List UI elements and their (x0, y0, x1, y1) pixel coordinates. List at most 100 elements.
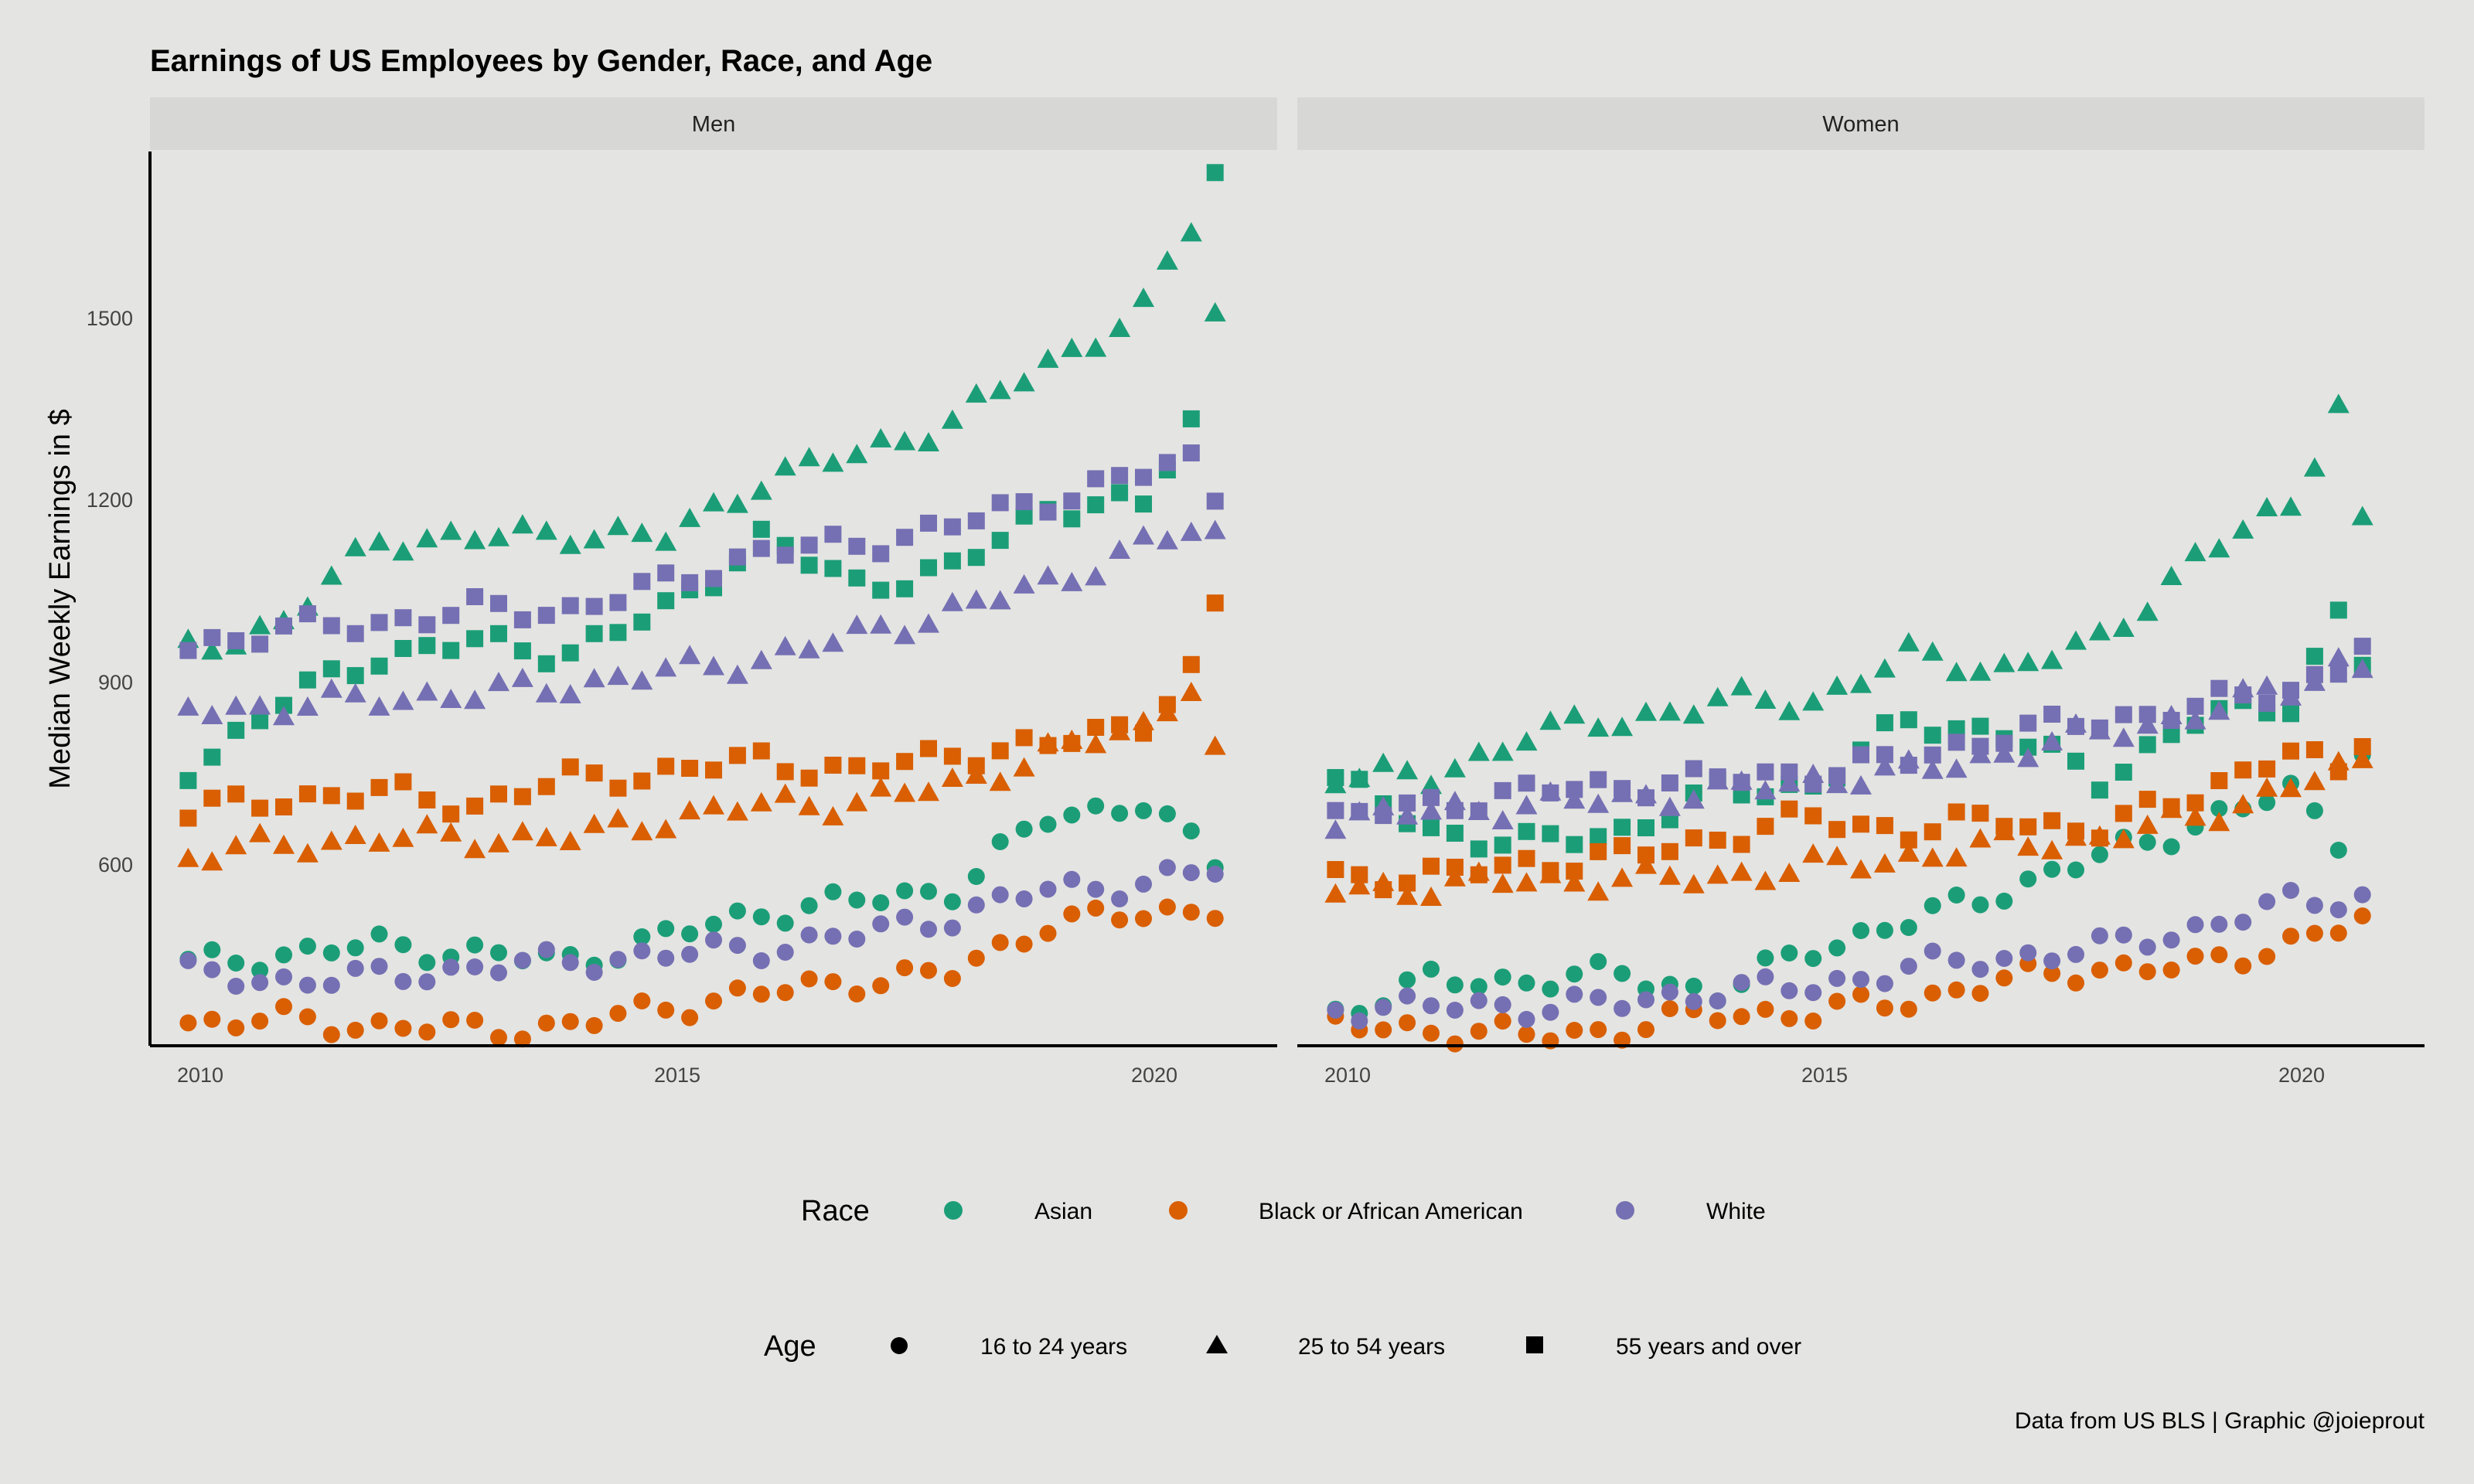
data-point-women-asian-16 (1423, 960, 1440, 978)
data-point-men-black-55 (227, 785, 245, 803)
data-point-men-black-16 (752, 985, 770, 1003)
data-point-men-asian-16 (1182, 822, 1200, 840)
data-point-women-asian-25 (1921, 641, 1944, 661)
data-point-women-black-16 (1590, 1021, 1607, 1039)
data-point-men-black-16 (705, 992, 722, 1010)
data-point-men-white-16 (1182, 864, 1200, 882)
data-point-men-black-55 (824, 757, 842, 774)
data-point-men-white-16 (920, 921, 937, 938)
data-point-women-black-55 (1375, 881, 1392, 899)
data-point-men-black-25 (273, 834, 295, 854)
data-point-women-asian-25 (2160, 566, 2183, 585)
data-point-men-black-25 (320, 830, 342, 850)
data-point-men-black-55 (728, 747, 746, 764)
data-point-women-asian-25 (1396, 760, 1419, 780)
data-point-women-white-16 (1542, 1003, 1559, 1021)
data-point-men-white-25 (631, 670, 653, 690)
data-point-women-asian-25 (1491, 741, 1514, 761)
data-point-women-black-16 (2114, 954, 2132, 972)
data-point-men-black-55 (776, 763, 794, 781)
data-point-men-white-25 (655, 657, 677, 677)
data-point-women-asian-25 (2065, 630, 2087, 650)
data-point-women-asian-16 (1446, 976, 1464, 994)
data-point-women-white-55 (2329, 665, 2347, 683)
data-point-men-white-55 (1182, 444, 1200, 461)
data-point-men-black-55 (752, 742, 770, 760)
data-point-men-asian-25 (607, 516, 629, 536)
data-point-women-asian-16 (1852, 922, 1869, 939)
data-point-men-black-55 (1039, 737, 1057, 754)
data-point-men-black-16 (1158, 898, 1176, 916)
data-point-women-asian-16 (2138, 833, 2156, 851)
data-point-men-asian-16 (681, 925, 699, 943)
data-point-men-black-55 (394, 773, 412, 791)
y-tick-label: 1200 (87, 488, 133, 512)
data-point-women-asian-16 (1590, 953, 1607, 971)
data-point-men-black-16 (585, 1016, 603, 1034)
data-point-men-asian-25 (655, 531, 677, 551)
data-point-men-asian-25 (1133, 288, 1154, 308)
data-point-men-asian-16 (1135, 802, 1152, 819)
data-point-women-white-55 (1733, 774, 1750, 791)
data-point-women-black-25 (1945, 847, 1968, 867)
data-point-women-black-55 (1948, 803, 1965, 821)
data-point-women-asian-25 (2256, 497, 2278, 516)
legend-label-black: Black or African American (1259, 1199, 1523, 1224)
data-point-women-white-16 (2019, 944, 2037, 962)
data-point-women-asian-16 (1566, 965, 1583, 983)
data-point-women-asian-25 (1539, 710, 1562, 730)
data-point-men-white-16 (585, 964, 603, 981)
data-point-men-black-55 (490, 785, 507, 803)
data-point-men-white-55 (227, 632, 245, 649)
data-point-women-white-16 (1948, 951, 1965, 969)
data-point-women-black-25 (1897, 842, 1920, 862)
data-point-women-white-55 (1351, 802, 1368, 820)
data-point-men-black-25 (249, 822, 271, 842)
data-point-men-black-25 (225, 835, 247, 855)
data-point-men-white-25 (798, 638, 820, 659)
data-point-women-white-16 (1327, 1001, 1344, 1019)
data-point-men-asian-16 (705, 915, 722, 933)
data-point-men-black-55 (1111, 716, 1129, 733)
data-point-women-black-55 (1876, 817, 1893, 835)
data-point-men-black-16 (322, 1026, 340, 1043)
data-point-men-asian-16 (1015, 820, 1033, 838)
data-point-men-white-16 (561, 954, 579, 972)
data-point-women-white-16 (1781, 982, 1798, 999)
data-point-men-white-55 (681, 574, 699, 591)
data-point-men-white-16 (752, 952, 770, 969)
data-point-women-white-25 (1563, 789, 1586, 809)
data-point-women-white-16 (2067, 945, 2084, 963)
x-tick-label: 2020 (2278, 1064, 2325, 1087)
data-point-men-asian-25 (870, 427, 892, 448)
data-point-men-white-55 (1015, 493, 1033, 511)
data-point-women-black-16 (1566, 1022, 1583, 1039)
data-point-men-white-25 (846, 614, 868, 635)
data-point-women-black-16 (2234, 957, 2252, 975)
data-point-men-black-55 (633, 772, 651, 790)
data-point-women-black-55 (2282, 742, 2299, 760)
data-point-men-black-16 (275, 998, 292, 1016)
data-point-women-black-25 (1324, 883, 1347, 903)
data-point-women-black-55 (2138, 791, 2156, 808)
data-point-women-black-55 (1804, 807, 1822, 825)
data-point-women-white-16 (1351, 1012, 1368, 1030)
data-point-men-asian-16 (1087, 797, 1105, 815)
data-point-women-white-55 (1566, 781, 1583, 798)
data-point-women-white-25 (1850, 774, 1872, 795)
legend-label-25-54: 25 to 54 years (1298, 1334, 1445, 1360)
data-point-men-black-16 (681, 1009, 699, 1026)
data-point-men-black-25 (870, 777, 892, 797)
data-point-women-black-25 (1348, 875, 1371, 895)
data-point-women-asian-25 (1635, 701, 1657, 721)
data-point-women-white-16 (1399, 987, 1416, 1005)
data-point-men-asian-16 (370, 925, 388, 943)
data-point-women-white-25 (1778, 772, 1801, 792)
data-point-men-asian-25 (344, 536, 366, 556)
data-point-men-black-16 (561, 1013, 579, 1030)
data-point-women-asian-55 (2091, 781, 2108, 799)
data-point-men-white-16 (251, 974, 269, 992)
data-point-women-asian-55 (2305, 648, 2323, 665)
data-point-men-black-55 (370, 778, 388, 796)
data-point-women-white-55 (1804, 775, 1822, 793)
